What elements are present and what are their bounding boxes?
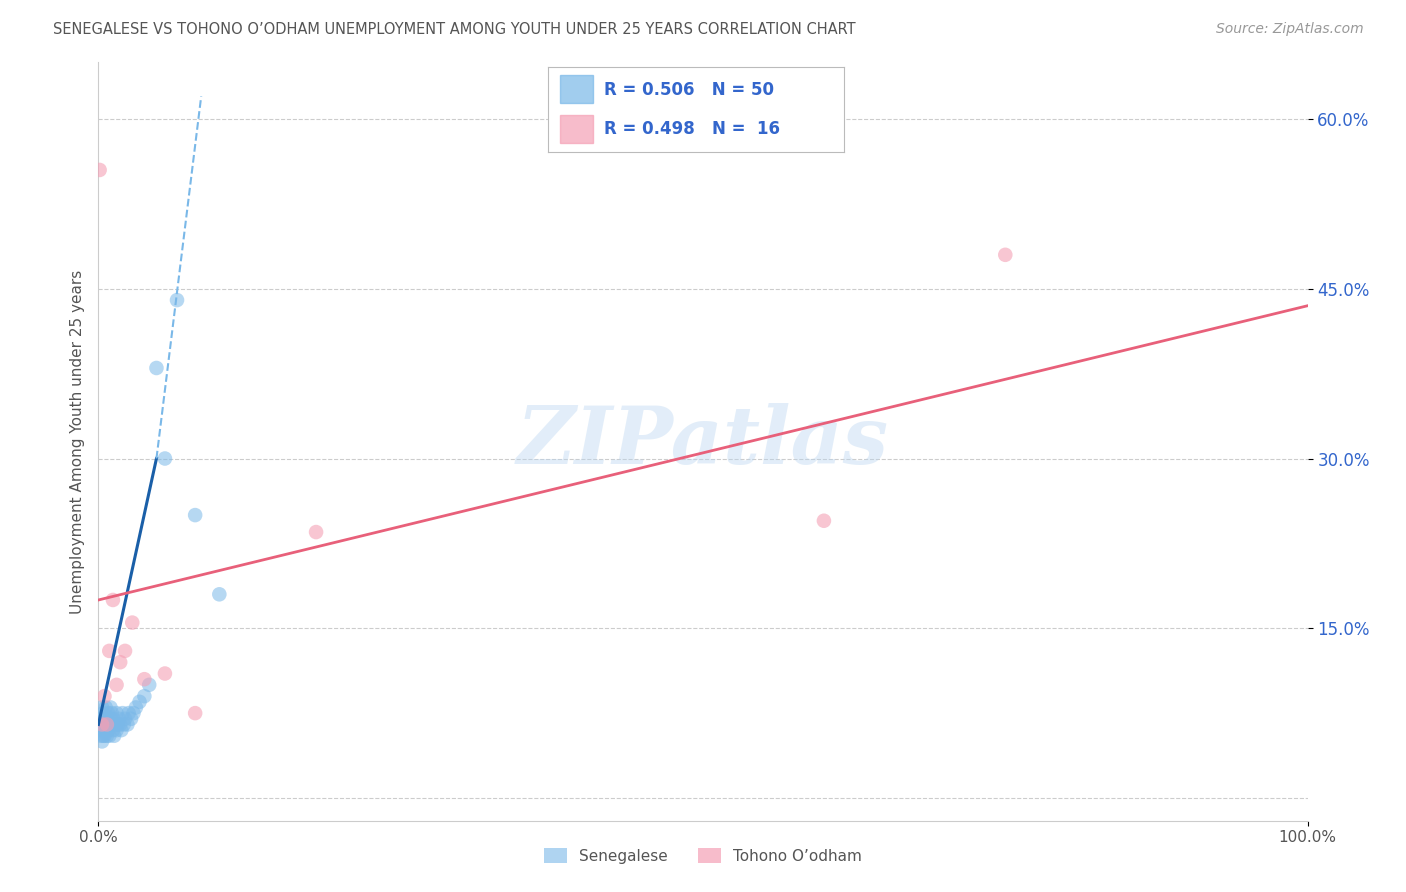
Point: [98, 644, 121, 658]
Point: [114, 644, 136, 658]
Bar: [560, 115, 593, 143]
Text: SENEGALESE VS TOHONO O’ODHAM UNEMPLOYMENT AMONG YOUTH UNDER 25 YEARS CORRELATION: SENEGALESE VS TOHONO O’ODHAM UNEMPLOYMEN…: [53, 22, 856, 37]
Point: [138, 678, 160, 692]
Point: [89, 723, 111, 738]
Point: [813, 514, 835, 528]
Point: [305, 524, 328, 539]
Point: [91, 700, 114, 714]
Point: [100, 700, 122, 714]
Point: [134, 672, 156, 686]
Text: ZIPatlas: ZIPatlas: [517, 403, 889, 480]
Point: [91, 706, 114, 720]
Point: [91, 734, 114, 748]
Point: [184, 706, 207, 720]
Bar: [560, 76, 593, 103]
Text: Source: ZipAtlas.com: Source: ZipAtlas.com: [1216, 22, 1364, 37]
Point: [101, 593, 124, 607]
Point: [105, 723, 128, 738]
Point: [105, 706, 128, 720]
Point: [110, 723, 132, 738]
Point: [117, 717, 139, 731]
Point: [101, 723, 124, 738]
Point: [153, 451, 176, 466]
Point: [166, 293, 188, 307]
Point: [114, 712, 136, 726]
Point: [994, 248, 1017, 262]
Text: R = 0.506   N = 50: R = 0.506 N = 50: [605, 81, 775, 99]
Point: [94, 717, 117, 731]
Point: [98, 717, 121, 731]
Point: [208, 587, 231, 601]
Point: [91, 729, 114, 743]
Point: [96, 729, 118, 743]
Point: [98, 729, 121, 743]
Point: [108, 717, 131, 731]
Point: [93, 723, 115, 738]
Point: [91, 717, 114, 731]
Point: [104, 717, 127, 731]
Point: [122, 706, 145, 720]
Point: [96, 717, 118, 731]
Point: [93, 689, 115, 703]
Point: [91, 717, 114, 731]
Point: [105, 678, 128, 692]
Point: [108, 712, 131, 726]
Point: [118, 706, 141, 720]
Point: [184, 508, 207, 522]
Point: [145, 361, 167, 376]
Point: [125, 700, 148, 714]
Point: [100, 712, 122, 726]
Point: [93, 729, 115, 743]
Point: [153, 666, 176, 681]
Text: R = 0.498   N =  16: R = 0.498 N = 16: [605, 120, 780, 138]
Point: [128, 695, 150, 709]
Point: [94, 700, 117, 714]
Point: [96, 712, 118, 726]
Point: [134, 689, 156, 703]
Y-axis label: Unemployment Among Youth under 25 years: Unemployment Among Youth under 25 years: [69, 269, 84, 614]
Point: [120, 712, 142, 726]
Point: [112, 717, 135, 731]
Point: [90, 712, 112, 726]
Point: [107, 717, 129, 731]
Legend: Senegalese, Tohono O’odham: Senegalese, Tohono O’odham: [537, 842, 869, 870]
Point: [97, 706, 120, 720]
Point: [101, 712, 124, 726]
Point: [90, 729, 112, 743]
Point: [93, 712, 115, 726]
Point: [111, 706, 134, 720]
Point: [100, 706, 122, 720]
Point: [121, 615, 143, 630]
Point: [100, 717, 122, 731]
Point: [108, 655, 131, 669]
Point: [103, 729, 125, 743]
Point: [91, 717, 114, 731]
Point: [89, 163, 111, 178]
Point: [97, 723, 120, 738]
